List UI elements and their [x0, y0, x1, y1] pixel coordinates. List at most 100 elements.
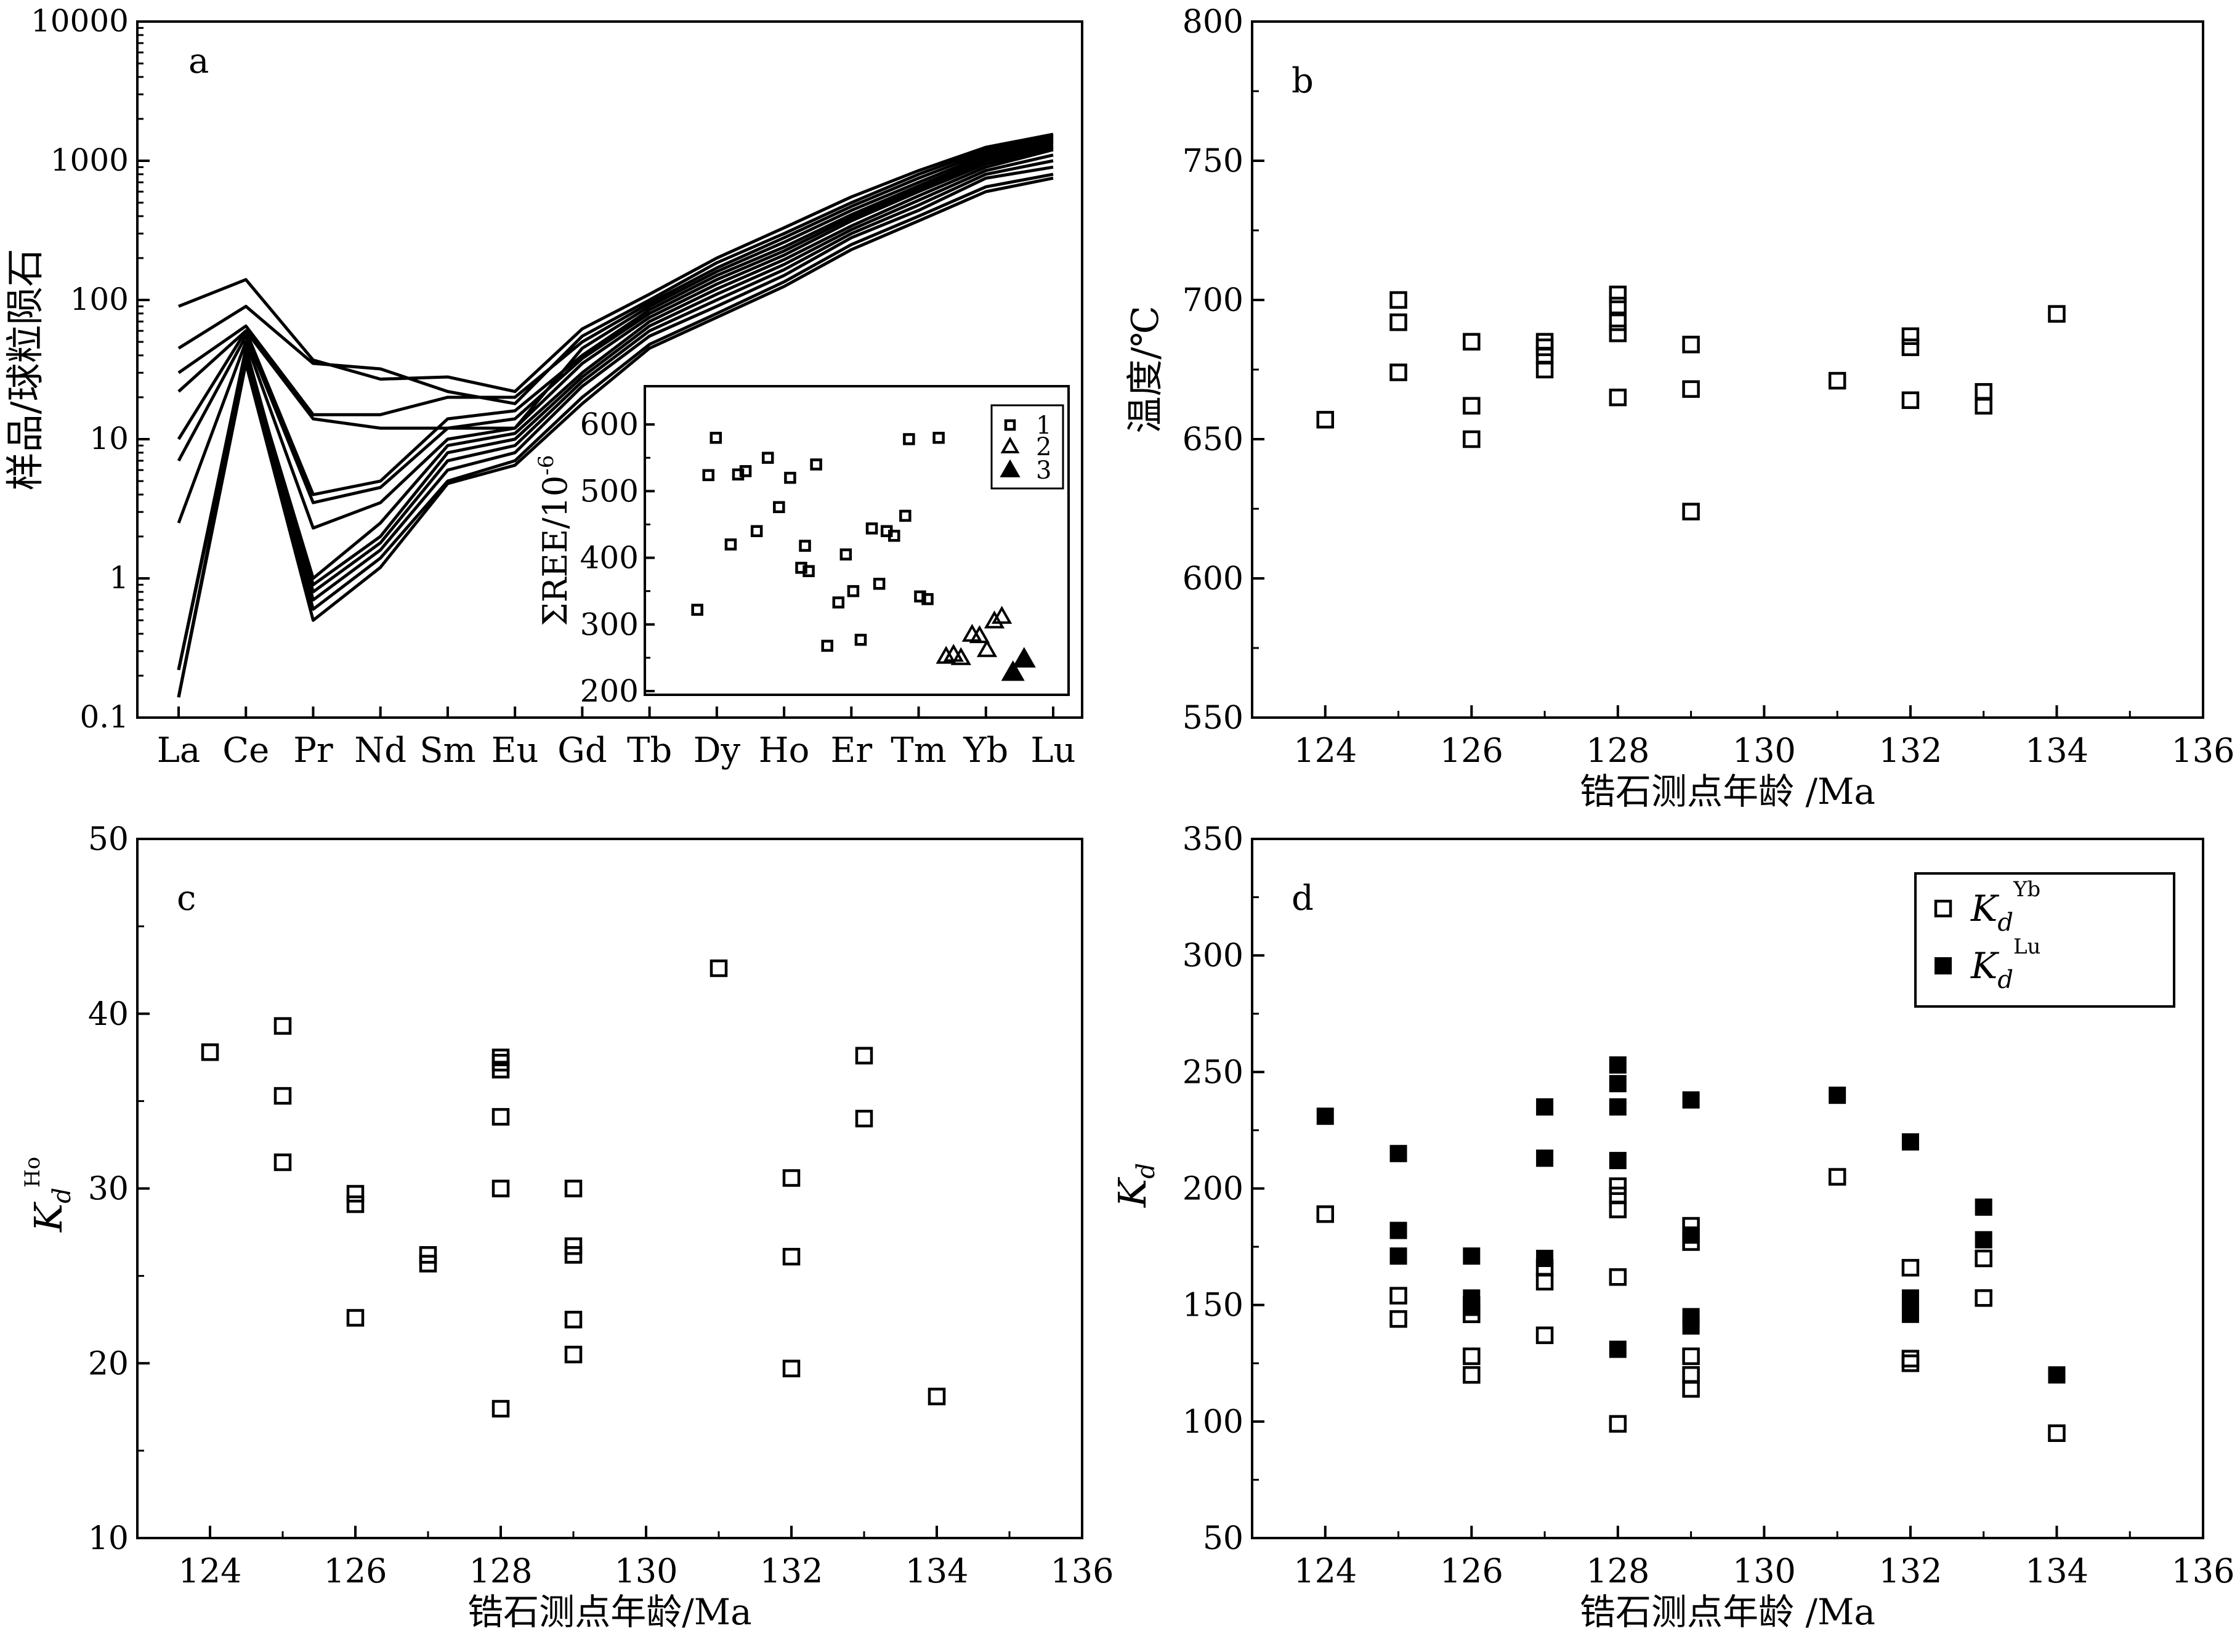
inset-point-group-1: [773, 501, 785, 514]
x-tick-label: 126: [1440, 1552, 1503, 1590]
data-point-open: [1389, 313, 1407, 331]
x-axis-label: 锆石测点年龄/Ma: [467, 1591, 752, 1633]
y-tick-label: 10: [89, 421, 129, 456]
data-point-open: [1609, 388, 1627, 407]
data-point-filled: [1682, 1226, 1700, 1244]
x-tick-label: 136: [2171, 731, 2234, 770]
data-point-open: [1682, 336, 1700, 354]
inset-point-group-1: [914, 590, 926, 603]
inset-point-group-1: [702, 469, 714, 482]
data-point-open: [1609, 1186, 1627, 1205]
data-point-open: [1535, 360, 1554, 379]
inset-legend-label: 2: [1036, 433, 1051, 461]
legend-label-main: K: [1970, 945, 2000, 987]
inset-point-group-1: [899, 509, 912, 522]
x-tick-label: 126: [323, 1552, 387, 1590]
data-point-filled: [1609, 1340, 1627, 1358]
inset-point-group-1: [810, 458, 822, 471]
data-point-open: [1901, 1258, 1920, 1277]
x-tick-label: Dy: [693, 731, 741, 771]
x-tick-label: 128: [469, 1552, 532, 1590]
kd-label-main: K: [1110, 1176, 1155, 1208]
data-point-open: [273, 1153, 292, 1172]
inset-point-group-2: [969, 625, 990, 644]
ree-pattern-line: [177, 143, 1054, 504]
panel-d: 50 100 150 200 250 300 350 124 126 128 130 132 134 13…: [1110, 821, 2235, 1633]
inset-point-group-1: [921, 593, 934, 605]
data-point-filled: [1463, 1247, 1481, 1265]
ree-pattern-line: [177, 137, 1054, 416]
y-tick-label: 300: [1183, 937, 1243, 974]
data-point-open: [1389, 363, 1407, 381]
data-point-open: [1901, 338, 1920, 357]
y-tick-label: 20: [88, 1345, 129, 1382]
inset-legend-label: 1: [1036, 411, 1051, 440]
x-tick-label: 132: [1878, 731, 1942, 770]
data-point-open: [1682, 1380, 1700, 1398]
y-tick-label: 600: [1183, 561, 1243, 597]
y-tick-label: 1: [109, 560, 129, 596]
data-point-filled: [1682, 1317, 1700, 1335]
inset-point-group-1: [847, 585, 860, 597]
x-tick-label: Tm: [891, 731, 946, 771]
x-tick-label: 134: [2025, 1552, 2088, 1590]
y-tick-label: 700: [1183, 282, 1243, 319]
y-tick-label: 1000: [51, 142, 129, 178]
data-point-open: [564, 1246, 583, 1264]
kd-label: Kd: [1110, 1163, 1160, 1208]
legend-label-sub: d: [1997, 909, 2013, 937]
data-point-open: [564, 1180, 583, 1197]
inset-y-axis-label: ΣREE/10-6: [534, 455, 575, 626]
y-tick-label: 800: [1183, 4, 1243, 41]
data-point-filled: [1609, 1098, 1627, 1116]
legend-label: KdYb: [1970, 877, 2040, 937]
data-point-open: [273, 1087, 292, 1105]
x-tick-label: Ce: [222, 731, 269, 771]
ree-pattern-line: [177, 148, 1054, 671]
inset-legend-marker-3: [1000, 459, 1021, 477]
ree-pattern-line: [177, 165, 1054, 698]
x-axis-label: 锆石测点年龄 /Ma: [1580, 771, 1875, 812]
data-point-open: [1609, 324, 1627, 342]
panel-tag: d: [1292, 878, 1314, 918]
inset-point-group-1: [821, 639, 833, 652]
data-point-filled: [1829, 1087, 1846, 1104]
x-tick-label: 130: [1733, 731, 1796, 770]
kd-label: KdHo: [20, 1157, 76, 1233]
y-axis-label: 温度/℃: [1124, 306, 1167, 433]
data-point-filled: [1975, 1231, 1992, 1249]
data-point-open: [1682, 1366, 1700, 1384]
plot-frame: [136, 20, 1083, 719]
ree-pattern-line: [177, 159, 1054, 671]
x-tick-label: 128: [1586, 731, 1649, 770]
data-point-open: [1901, 327, 1920, 346]
panel-c: 10 20 30 40 50 124 126 128 130 132 134 136 锆石测点年龄/Ma…: [20, 821, 1114, 1633]
inset-point-group-1: [873, 578, 886, 590]
x-tick-label: 130: [614, 1552, 677, 1590]
legend-label: KdLu: [1970, 934, 2040, 994]
data-point-open: [1682, 1347, 1700, 1366]
ree-pattern-line: [177, 145, 1054, 530]
data-point-open: [855, 1109, 873, 1128]
x-tick-label: 124: [178, 1552, 241, 1590]
panel-tag: c: [177, 878, 196, 918]
data-point-open: [1609, 313, 1627, 331]
data-point-open: [1901, 391, 1920, 409]
data-point-open: [1389, 291, 1407, 309]
y-axis-label: 样品/球粒陨石: [2, 249, 47, 491]
y-tick-label: 100: [1183, 1404, 1243, 1441]
data-point-filled: [1536, 1098, 1554, 1116]
data-point-open: [855, 1047, 873, 1065]
inset-point-group-1: [784, 471, 796, 484]
data-point-open: [710, 959, 728, 978]
data-point-filled: [1609, 1056, 1627, 1074]
data-point-open: [1975, 397, 1992, 415]
data-point-open: [782, 1359, 801, 1378]
data-point-open: [1901, 1354, 1920, 1372]
inset-legend-label: 3: [1036, 456, 1051, 485]
data-point-open: [346, 1309, 365, 1327]
data-point-filled: [1389, 1221, 1407, 1239]
y-tick-label: 30: [88, 1171, 129, 1208]
inset-point-group-1: [854, 633, 867, 646]
data-point-filled: [1389, 1144, 1407, 1162]
